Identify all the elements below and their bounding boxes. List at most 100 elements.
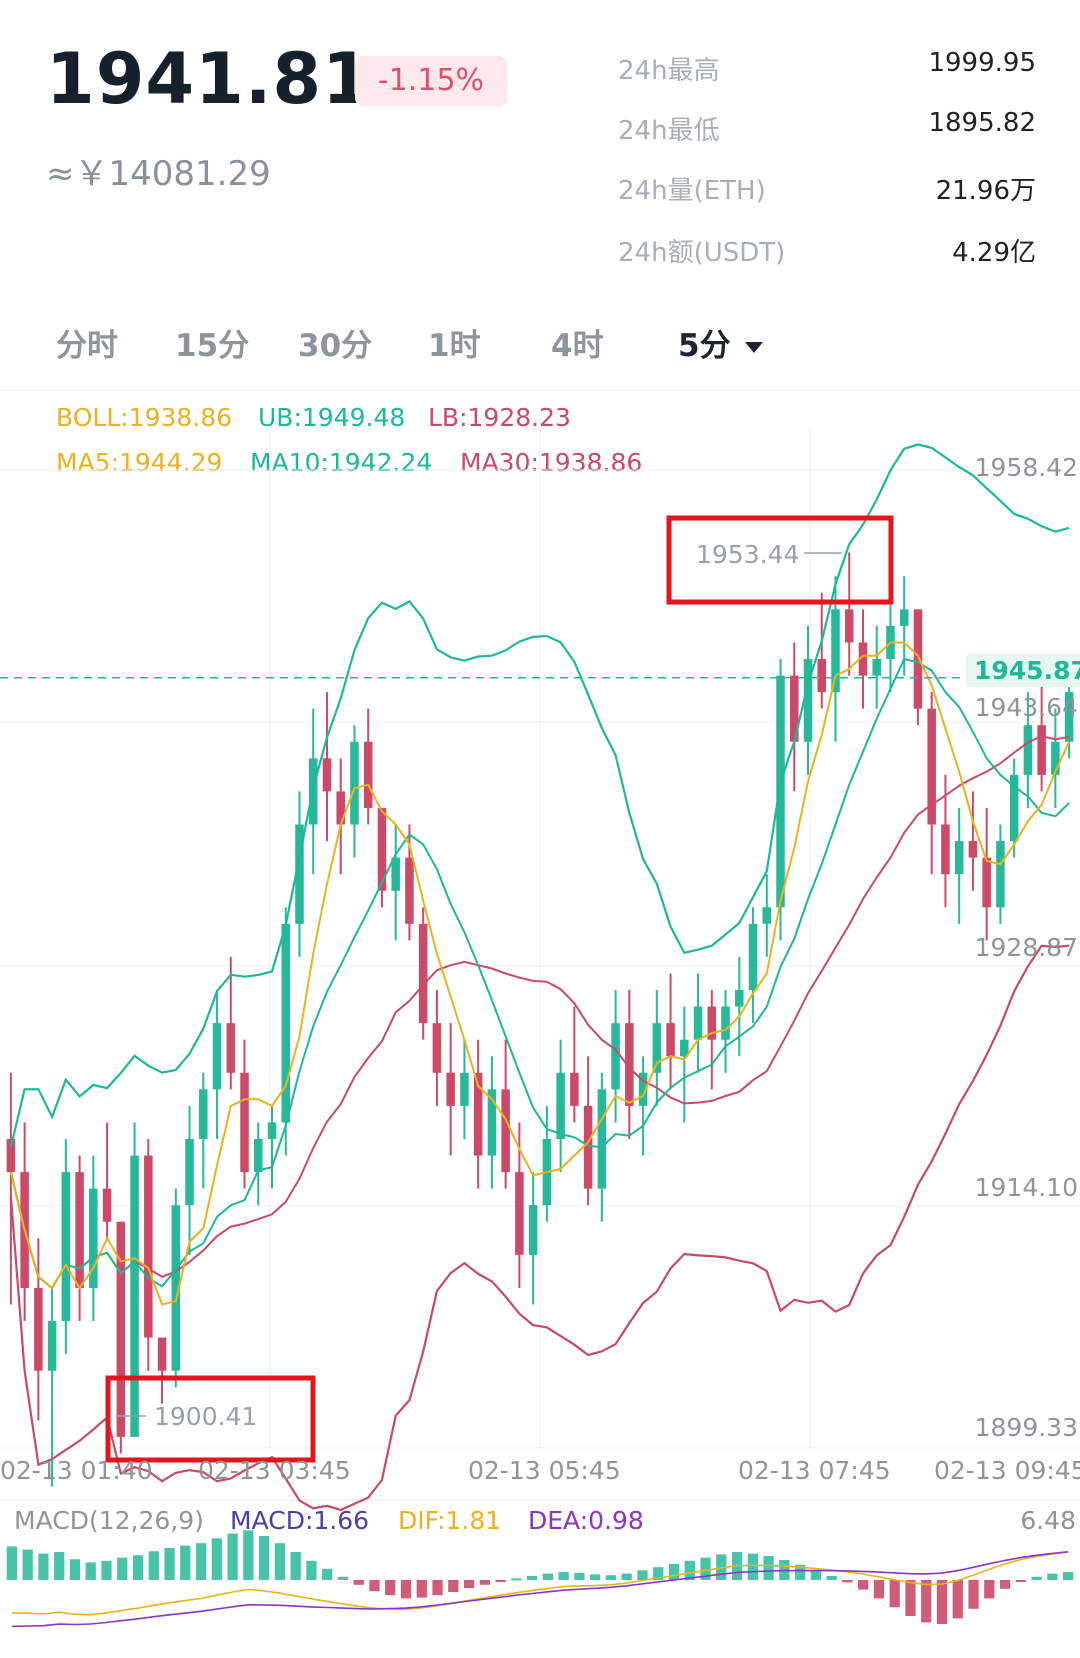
candle-body bbox=[281, 923, 291, 1123]
macd-bar bbox=[495, 1580, 506, 1582]
macd-bar bbox=[479, 1580, 490, 1585]
candle-body bbox=[363, 741, 373, 808]
tab-15min[interactable]: 15分 bbox=[175, 328, 250, 364]
macd-bar bbox=[448, 1580, 459, 1592]
candle-body bbox=[652, 1023, 662, 1073]
candle-body bbox=[762, 907, 772, 924]
macd-bar bbox=[132, 1555, 144, 1580]
candle-body bbox=[831, 609, 840, 693]
macd-bar bbox=[274, 1543, 286, 1580]
candle-body bbox=[844, 609, 854, 643]
lb-value: LB:1928.23 bbox=[428, 403, 571, 432]
x-tick-4: 02-13 07:45 bbox=[738, 1456, 891, 1485]
macd-bar bbox=[385, 1580, 396, 1596]
macd-bar bbox=[952, 1580, 963, 1619]
candle-body bbox=[693, 1006, 703, 1040]
macd-bar bbox=[873, 1580, 885, 1599]
ma5-value: MA5:1944.29 bbox=[56, 448, 223, 477]
candle-body bbox=[102, 1188, 112, 1222]
macd-bar bbox=[936, 1580, 948, 1624]
candle-body bbox=[391, 857, 400, 891]
candle-body bbox=[748, 923, 758, 991]
macd-bar bbox=[306, 1560, 317, 1580]
candle-body bbox=[899, 609, 909, 626]
candle-body bbox=[625, 1023, 634, 1106]
macd-max: 6.48 bbox=[1020, 1506, 1076, 1535]
boll-value: BOLL:1938.86 bbox=[56, 403, 233, 432]
macd-bar bbox=[101, 1560, 112, 1580]
annotation-high-label: 1953.44 bbox=[696, 540, 800, 569]
ma30-line bbox=[9, 734, 1070, 1290]
macd-bar bbox=[542, 1573, 554, 1580]
candle-body bbox=[350, 741, 359, 825]
tab-timeshare[interactable]: 分时 bbox=[56, 328, 118, 364]
candle-body bbox=[556, 1072, 565, 1139]
macd-bar bbox=[810, 1570, 822, 1580]
macd-bar bbox=[794, 1564, 806, 1580]
macd-bar bbox=[463, 1580, 475, 1588]
y-tick-1: 1958.42 bbox=[974, 453, 1078, 482]
candle-body bbox=[418, 923, 428, 1024]
annotation-box-low bbox=[105, 1375, 316, 1463]
candle-body bbox=[1051, 741, 1060, 775]
candle-body bbox=[721, 1006, 730, 1040]
candle-body bbox=[927, 708, 936, 825]
tab-4h[interactable]: 4时 bbox=[551, 328, 604, 364]
candle-body bbox=[803, 659, 813, 742]
cny-price: ≈￥14081.29 bbox=[46, 154, 271, 194]
macd-bar bbox=[195, 1543, 207, 1580]
macd-bar bbox=[400, 1580, 412, 1599]
macd-bar bbox=[258, 1536, 270, 1580]
candle-body bbox=[515, 1172, 524, 1255]
tab-1h[interactable]: 1时 bbox=[428, 328, 481, 364]
candle-body bbox=[570, 1072, 579, 1106]
candle-body bbox=[528, 1205, 538, 1255]
candle-body bbox=[913, 609, 923, 709]
candle-body bbox=[322, 758, 332, 792]
macd-bar bbox=[968, 1580, 979, 1609]
macd-bar bbox=[558, 1572, 569, 1580]
macd-bar bbox=[668, 1564, 680, 1580]
candle-body bbox=[116, 1221, 126, 1437]
candle-body bbox=[295, 824, 304, 924]
candle-body bbox=[460, 1072, 469, 1106]
macd-bar bbox=[353, 1580, 364, 1585]
stat-value-high: 1999.95 bbox=[928, 48, 1036, 78]
macd-bar bbox=[700, 1557, 711, 1580]
candle-body bbox=[501, 1089, 510, 1173]
chevron-down-icon bbox=[745, 342, 764, 353]
macd-bar bbox=[605, 1575, 617, 1580]
stat-label-high: 24h最高 bbox=[618, 56, 720, 86]
candle-body bbox=[1023, 725, 1033, 775]
boll-lower-line bbox=[9, 944, 1070, 1512]
candle-body bbox=[1009, 774, 1019, 842]
macd-bar bbox=[211, 1538, 222, 1580]
candle-body bbox=[789, 675, 799, 742]
candle-body bbox=[735, 990, 744, 1007]
macd-bar bbox=[164, 1548, 175, 1580]
macd-bar bbox=[117, 1557, 128, 1580]
y-tick-2: 1943.64 bbox=[974, 693, 1078, 722]
macd-bar bbox=[227, 1533, 238, 1580]
macd-bar bbox=[337, 1576, 349, 1580]
macd-bar bbox=[416, 1580, 427, 1598]
candle-body bbox=[611, 1023, 620, 1090]
macd-bar bbox=[763, 1556, 774, 1580]
candle-body bbox=[130, 1155, 139, 1437]
macd-bar bbox=[889, 1580, 900, 1608]
change-badge: -1.15% bbox=[355, 56, 507, 106]
candle-body bbox=[446, 1072, 455, 1106]
macd-bar bbox=[243, 1530, 254, 1580]
ma5-line bbox=[9, 641, 1071, 1306]
candle-body bbox=[240, 1072, 249, 1173]
current-price-label: 1945.87 bbox=[966, 654, 1080, 687]
x-tick-2: 02-13 03:45 bbox=[198, 1456, 351, 1485]
candle-body bbox=[1064, 692, 1074, 742]
candle-body bbox=[61, 1172, 71, 1322]
y-tick-5: 1899.33 bbox=[974, 1413, 1078, 1442]
tab-5min[interactable]: 5分 bbox=[678, 320, 764, 365]
tab-30min[interactable]: 30分 bbox=[298, 328, 373, 364]
candle-body bbox=[144, 1155, 153, 1338]
candle-body bbox=[954, 841, 964, 875]
